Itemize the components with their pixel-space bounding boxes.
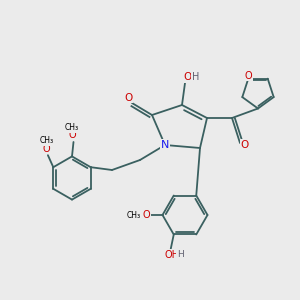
Text: CH₃: CH₃	[127, 211, 141, 220]
Text: O: O	[43, 144, 50, 154]
Text: O: O	[183, 72, 191, 82]
Text: N: N	[161, 140, 169, 150]
Text: CH₃: CH₃	[65, 123, 79, 132]
Text: O: O	[68, 130, 76, 140]
Text: O: O	[244, 71, 252, 81]
Text: H: H	[192, 72, 199, 82]
Text: CH₃: CH₃	[39, 136, 53, 145]
Text: O: O	[240, 140, 249, 149]
Text: OH: OH	[165, 250, 180, 260]
Text: O: O	[142, 210, 150, 220]
Text: H: H	[177, 250, 184, 260]
Text: O: O	[124, 93, 133, 103]
